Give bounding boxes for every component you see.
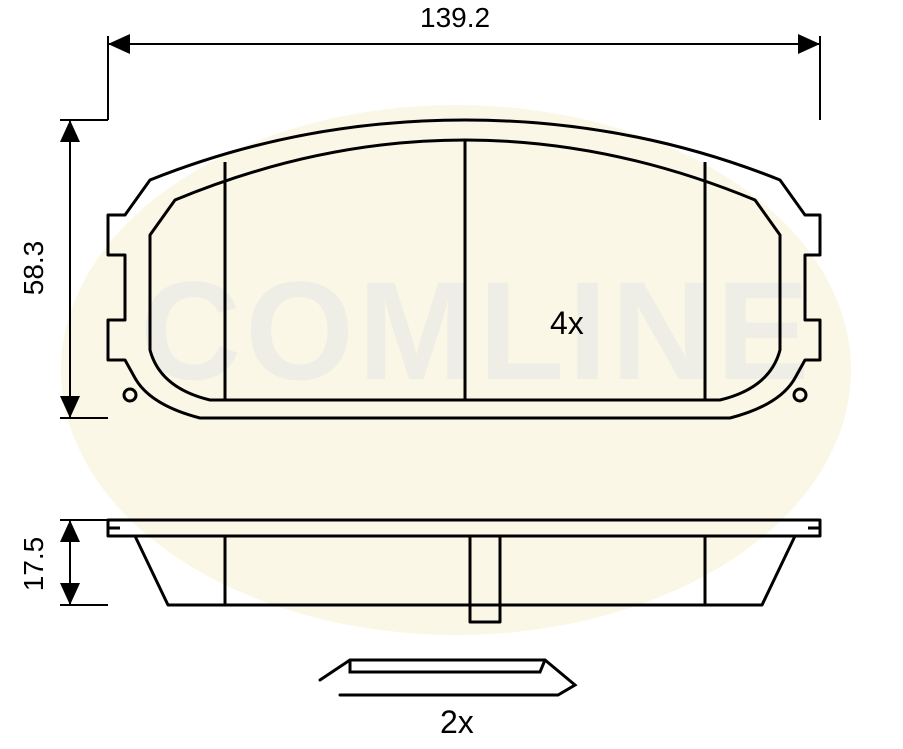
dim-thickness-label: 17.5 (18, 524, 50, 604)
drawing-canvas: COMLINE (0, 0, 903, 749)
dim-height (60, 120, 108, 418)
spring-clip (320, 660, 575, 695)
pad-rivet-left (124, 389, 136, 401)
clip-multiplier-label: 2x (440, 704, 474, 741)
dim-thickness (60, 520, 108, 605)
pad-side-view (108, 520, 820, 622)
dim-width-label: 139.2 (420, 2, 490, 34)
wear-indicator (470, 536, 500, 622)
dim-width (108, 36, 820, 120)
pad-front-view (108, 120, 820, 418)
pad-multiplier-label: 4x (550, 305, 584, 342)
lineart-layer (0, 0, 903, 749)
pad-rivet-right (794, 389, 806, 401)
dim-height-label: 58.3 (18, 228, 50, 308)
